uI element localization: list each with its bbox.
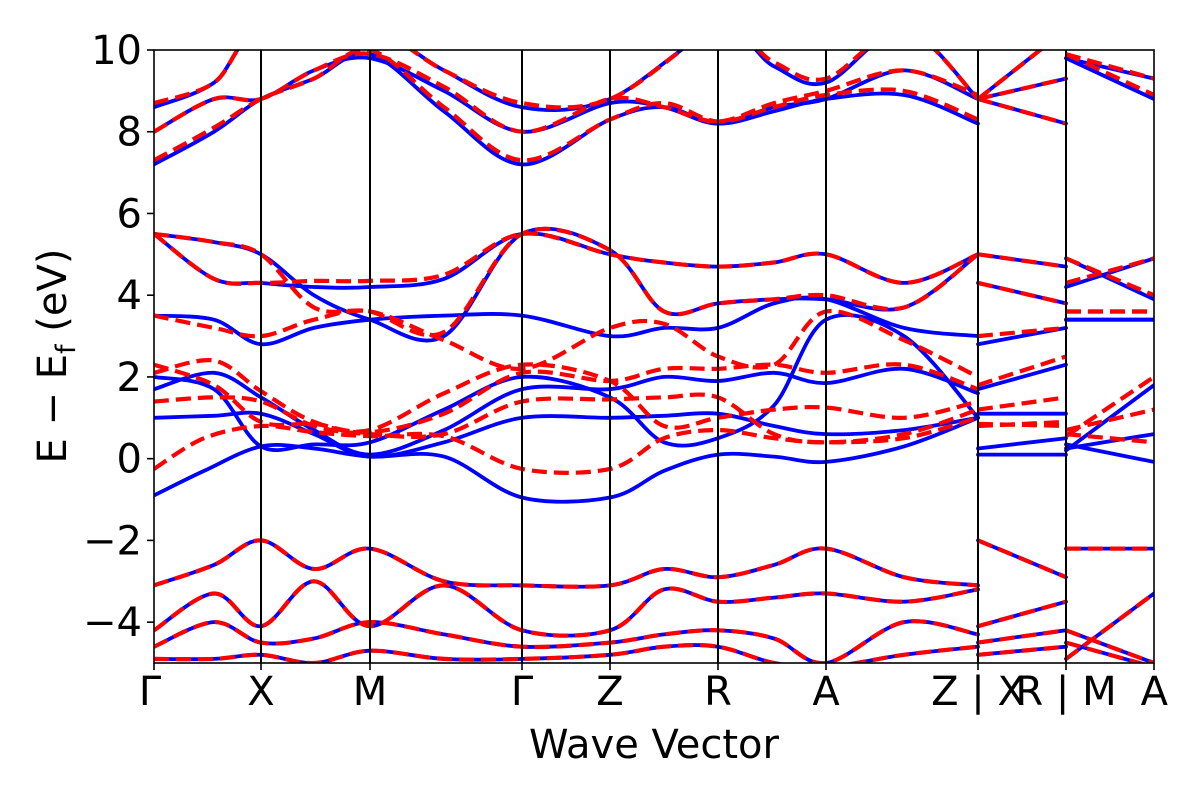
x-tick-label-0: Γ bbox=[139, 669, 162, 715]
y-tick-label-4: 2 bbox=[117, 355, 142, 401]
bands-layer bbox=[154, 50, 1154, 663]
series-1 bbox=[154, 50, 1154, 663]
series-1-band-10 bbox=[154, 538, 1154, 589]
x-tick-label-9: A bbox=[1141, 669, 1169, 715]
x-tick-label-3: Γ bbox=[511, 669, 534, 715]
y-axis-ticks: 10 8 6 4 2 0 −2 −4 bbox=[83, 28, 154, 646]
x-tick-label-8: R | M bbox=[1015, 669, 1116, 715]
y-tick-label-5: 0 bbox=[117, 437, 142, 483]
series-1-band-12 bbox=[154, 619, 1154, 663]
series-1-band-1 bbox=[154, 392, 1154, 445]
series-1-band-9 bbox=[154, 50, 1044, 110]
y-axis-title: E − Ef (eV) bbox=[30, 249, 82, 464]
y-tick-label-2: 6 bbox=[117, 191, 142, 237]
series-0-band-9 bbox=[154, 50, 1044, 113]
series-0-band-10 bbox=[154, 538, 1154, 589]
series-1-band-13 bbox=[154, 640, 1148, 663]
series-1-band-4 bbox=[154, 256, 1154, 379]
y-axis-title-subscript: f bbox=[51, 343, 82, 354]
x-tick-label-6: A bbox=[812, 669, 840, 715]
series-1-band-11 bbox=[154, 579, 1154, 661]
y-tick-label-3: 4 bbox=[117, 273, 142, 319]
series-1-band-3 bbox=[154, 362, 1154, 438]
y-tick-label-1: 8 bbox=[117, 110, 142, 156]
x-tick-label-7: Z | X bbox=[931, 669, 1025, 715]
y-tick-label-7: −4 bbox=[83, 600, 142, 646]
x-axis-title: Wave Vector bbox=[529, 722, 780, 768]
y-axis-title-main: E − E bbox=[30, 354, 76, 464]
plot-frame bbox=[153, 49, 1155, 664]
series-0-band-5 bbox=[154, 231, 1154, 322]
kpoint-separators bbox=[260, 50, 1067, 663]
x-tick-label-5: R bbox=[704, 669, 732, 715]
y-tick-label-0: 10 bbox=[91, 28, 142, 74]
x-tick-label-4: Z bbox=[596, 669, 623, 715]
series-1-band-8 bbox=[154, 51, 1154, 134]
x-axis-ticks: Γ X M Γ Z R A Z | XR | M A bbox=[139, 663, 1169, 715]
series-1-band-7 bbox=[154, 50, 1154, 163]
series-1-band-6 bbox=[154, 226, 1154, 338]
x-tick-label-2: M bbox=[353, 669, 388, 715]
series-1-band-5 bbox=[154, 231, 1154, 314]
y-tick-label-6: −2 bbox=[83, 518, 142, 564]
x-tick-label-1: X bbox=[247, 669, 274, 715]
y-axis-title-unit: (eV) bbox=[30, 249, 76, 345]
